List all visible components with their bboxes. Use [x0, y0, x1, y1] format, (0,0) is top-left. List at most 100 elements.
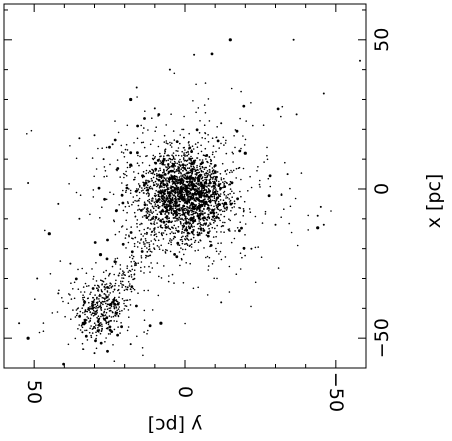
data-point	[211, 153, 214, 156]
data-point	[176, 230, 180, 233]
data-point	[228, 171, 231, 174]
data-point	[102, 313, 104, 316]
data-point	[359, 59, 361, 62]
data-point	[190, 169, 192, 171]
data-point	[158, 275, 160, 278]
data-point	[174, 236, 176, 238]
data-point	[211, 167, 214, 169]
data-point	[209, 174, 212, 177]
data-point	[208, 216, 211, 219]
data-point	[139, 186, 141, 188]
data-point	[137, 204, 140, 207]
data-point	[140, 255, 143, 257]
data-point	[136, 96, 138, 98]
data-point	[158, 187, 161, 189]
data-point	[92, 278, 94, 280]
data-point	[230, 181, 234, 185]
data-point	[316, 226, 320, 230]
data-point	[168, 197, 171, 199]
data-point	[242, 135, 244, 137]
data-point	[174, 192, 177, 195]
data-point	[176, 177, 179, 179]
data-point	[154, 170, 157, 172]
data-point	[195, 200, 197, 202]
data-point	[202, 219, 205, 221]
data-point	[193, 53, 196, 56]
data-point	[212, 193, 215, 195]
data-point	[180, 168, 182, 170]
data-point	[155, 189, 157, 192]
data-point	[107, 333, 110, 335]
data-point	[184, 154, 186, 156]
data-point	[195, 198, 198, 201]
data-point	[185, 227, 188, 230]
data-point	[111, 285, 114, 287]
data-point	[124, 285, 127, 288]
data-point	[102, 303, 104, 306]
data-point	[189, 193, 192, 195]
data-point	[78, 315, 81, 318]
data-point	[175, 185, 178, 187]
data-point	[144, 181, 148, 185]
data-point	[184, 248, 187, 251]
data-point	[197, 172, 199, 174]
data-point	[90, 334, 92, 337]
data-point	[169, 141, 171, 144]
data-point	[89, 327, 91, 330]
data-point	[182, 180, 185, 182]
data-point	[127, 309, 130, 311]
data-point	[149, 254, 151, 257]
data-point	[191, 198, 194, 200]
data-point	[81, 267, 83, 270]
data-point	[145, 193, 148, 195]
data-point	[116, 300, 119, 303]
data-point	[175, 203, 177, 206]
data-point	[81, 331, 84, 334]
data-point	[143, 289, 145, 292]
data-point	[204, 137, 206, 140]
data-point	[174, 191, 177, 194]
data-point	[152, 243, 155, 245]
y-tick-label: 50	[23, 380, 45, 404]
data-point	[171, 239, 173, 241]
data-point	[169, 161, 172, 163]
data-point	[133, 178, 136, 181]
data-point	[153, 161, 156, 164]
data-point	[126, 329, 129, 332]
data-point	[157, 184, 159, 187]
data-point	[201, 200, 203, 203]
data-point	[126, 228, 128, 230]
data-point	[200, 196, 202, 199]
data-point	[130, 290, 133, 293]
data-point	[123, 289, 126, 292]
data-point	[257, 246, 260, 248]
data-point	[191, 172, 193, 174]
data-point	[178, 166, 180, 169]
data-point	[121, 277, 123, 279]
data-point	[113, 289, 116, 291]
data-point	[198, 222, 200, 225]
data-point	[223, 144, 225, 146]
data-point	[188, 201, 191, 204]
data-point	[188, 141, 190, 143]
data-point	[73, 281, 76, 284]
data-point	[125, 234, 127, 236]
data-point	[241, 256, 243, 259]
data-point	[185, 190, 187, 193]
data-point	[138, 208, 141, 211]
data-point	[162, 220, 165, 223]
data-point	[186, 231, 190, 235]
data-point	[126, 286, 129, 289]
data-point	[220, 225, 223, 228]
data-point	[92, 307, 95, 309]
data-point	[143, 309, 146, 312]
data-point	[116, 169, 118, 172]
data-point	[196, 157, 198, 159]
data-point	[189, 219, 191, 221]
data-point	[159, 184, 162, 188]
data-point	[153, 157, 156, 159]
data-point	[155, 126, 157, 128]
data-point	[203, 207, 205, 210]
data-point	[178, 163, 180, 166]
data-point	[114, 304, 117, 306]
